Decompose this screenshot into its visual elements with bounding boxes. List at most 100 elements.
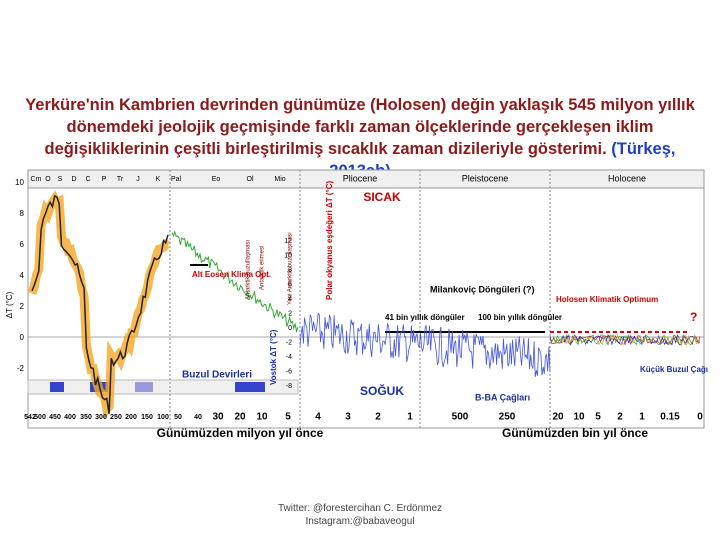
period-label: Cm [31,176,42,183]
period-label: O [45,176,51,183]
period-label: Ol [247,176,254,183]
y-tick-label: -2 [17,364,25,373]
y-tick-label: 8 [20,209,25,218]
holocene-curve [549,334,701,347]
x-tick-label: 300 [95,414,107,421]
annotation: 100 bin yıllık döngüler [478,313,562,322]
x-tick-label: 10 [573,412,585,423]
y-tick-label: 10 [15,178,24,187]
period-label: S [58,176,63,183]
footer-twitter: Twitter: @forestercihan C. Erdönmez [277,503,443,514]
holocene-curve [549,334,701,346]
period-label: Pal [171,176,182,183]
period-label: Pliocene [343,173,378,183]
annotation: B-BA Çağları [475,392,530,402]
x-tick-label: 150 [141,414,153,421]
x-axis-title: Günümüzden milyon yıl önce [157,426,324,440]
annotation: Yeni Antarktik buzullaşması [288,232,294,305]
period-row [27,169,705,189]
footer: Twitter: @forestercihan C. Erdönmez Insta… [0,502,720,528]
period-label: D [71,176,76,183]
x-tick-label: 400 [64,414,76,421]
annotation: Polar okyanus eşdeğeri ΔT (°C) [325,180,334,300]
x-tick-label: 0 [697,412,703,423]
y2-tick-label: 8 [288,267,292,274]
x-tick-label: 100 [157,414,169,421]
x-tick-label: 0.15 [660,412,680,423]
glacial-block [135,382,153,392]
glacial-block [50,382,64,392]
temp-line [31,194,169,414]
x-tick-label: 5 [285,412,291,423]
pleistocene-curve [299,312,551,377]
y-tick-label: 2 [20,302,25,311]
annotation: Alt Eosen Klima Opt. [192,270,271,279]
period-label: K [156,176,161,183]
y-tick-label: 6 [20,240,25,249]
y2-tick-label: 10 [284,252,292,259]
y-tick-label: 4 [20,271,25,280]
y2-tick-label: 0 [288,325,292,332]
x-tick-label: 2 [375,412,381,423]
annotation: Buzul Devirleri [182,370,252,381]
x-tick-label: 450 [49,414,61,421]
y2-tick-label: 4 [288,296,292,303]
annotation: Antarktik erimesi [260,246,266,290]
x-tick-label: 20 [552,412,564,423]
x-tick-label: 3 [345,412,351,423]
x-tick-label: 1 [407,412,413,423]
y2-tick-label: -4 [286,354,292,361]
x-tick-label: 50 [174,414,182,421]
x-tick-label: 10 [256,412,268,423]
y2-tick-label: 12 [284,238,292,245]
annotation: Milankoviç Döngüleri (?) [430,284,535,294]
annotation: 41 bin yıllık döngüler [385,313,465,322]
x-tick-label: 500 [452,412,469,423]
x-tick-label: 30 [212,412,224,423]
period-label: P [102,176,107,183]
annotation: SICAK [363,190,401,204]
footer-instagram: Instagram:@babaveogul [305,516,415,527]
period-label: Eo [212,176,221,183]
x-tick-label: 40 [194,414,202,421]
curves [27,190,701,419]
title-text: Yerküre'nin Kambrien devrinden günümüze … [25,96,695,158]
y-tick-label: 0 [20,333,25,342]
glacial-block [235,382,265,392]
period-label: Mio [274,176,285,183]
annotation: ? [690,310,697,324]
period-label: Holocene [608,173,646,183]
cenozoic-curve [171,230,299,334]
annotation: Antarktik buzullaşması [246,240,252,300]
annotation: Holosen Klimatik Optimum [556,295,658,304]
x-tick-label: 350 [80,414,92,421]
annotation: Vostok ΔT (°C) [269,329,278,385]
annotation: Küçük Buzul Çağı [640,365,708,374]
period-label: Pleistocene [462,173,509,183]
x-tick-label: 200 [125,414,137,421]
period-label: C [85,176,90,183]
annotation: SOĞUK [360,383,404,398]
x-tick-label: 250 [499,412,516,423]
y2-tick-label: 6 [288,281,292,288]
x-axis-title: Günümüzden bin yıl önce [502,426,648,440]
x-tick-label: 4 [315,412,321,423]
y-axis-label: ΔT (°C) [5,291,14,318]
x-tick-label: 20 [234,412,246,423]
x-tick-label: 2 [617,412,623,423]
y2-tick-label: -6 [286,368,292,375]
x-tick-label: 500 [34,414,46,421]
y2-tick-label: -8 [286,383,292,390]
x-tick-label: 5 [595,412,601,423]
x-tick-label: 1 [639,412,645,423]
title: Yerküre'nin Kambrien devrinden günümüze … [20,94,700,182]
x-tick-label: 542 [24,414,36,421]
period-label: J [136,176,140,183]
x-tick-label: 250 [110,414,122,421]
y2-tick-label: 2 [288,310,292,317]
holocene-curve [549,334,701,346]
y2-tick-label: -2 [286,339,292,346]
panel-dividers [169,170,551,428]
